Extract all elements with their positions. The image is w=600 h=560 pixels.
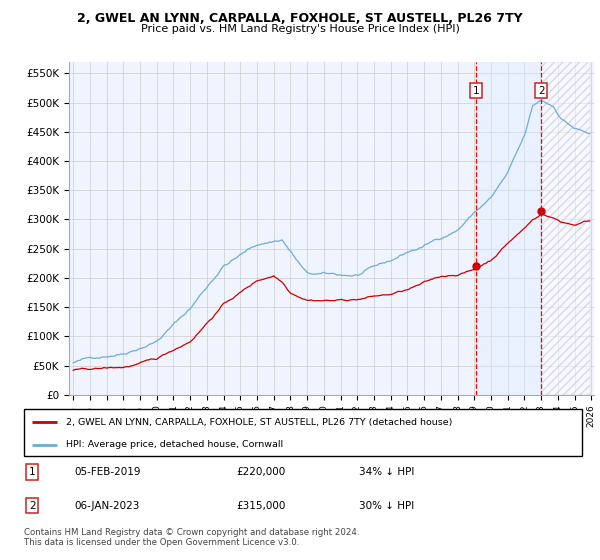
Text: 2: 2 xyxy=(538,86,544,96)
Bar xyxy=(541,62,590,395)
Text: Contains HM Land Registry data © Crown copyright and database right 2024.
This d: Contains HM Land Registry data © Crown c… xyxy=(24,528,359,547)
Text: 1: 1 xyxy=(472,86,479,96)
Text: 2, GWEL AN LYNN, CARPALLA, FOXHOLE, ST AUSTELL, PL26 7TY: 2, GWEL AN LYNN, CARPALLA, FOXHOLE, ST A… xyxy=(77,12,523,25)
Text: HPI: Average price, detached house, Cornwall: HPI: Average price, detached house, Corn… xyxy=(66,440,283,449)
Text: 2: 2 xyxy=(29,501,35,511)
Text: Price paid vs. HM Land Registry's House Price Index (HPI): Price paid vs. HM Land Registry's House … xyxy=(140,24,460,34)
Text: 34% ↓ HPI: 34% ↓ HPI xyxy=(359,467,414,477)
Text: 2, GWEL AN LYNN, CARPALLA, FOXHOLE, ST AUSTELL, PL26 7TY (detached house): 2, GWEL AN LYNN, CARPALLA, FOXHOLE, ST A… xyxy=(66,418,452,427)
FancyBboxPatch shape xyxy=(24,409,582,456)
Text: £220,000: £220,000 xyxy=(236,467,285,477)
Text: 30% ↓ HPI: 30% ↓ HPI xyxy=(359,501,414,511)
Bar xyxy=(476,62,541,395)
Text: 05-FEB-2019: 05-FEB-2019 xyxy=(74,467,141,477)
Text: £315,000: £315,000 xyxy=(236,501,286,511)
Text: 06-JAN-2023: 06-JAN-2023 xyxy=(74,501,140,511)
Text: 1: 1 xyxy=(29,467,35,477)
